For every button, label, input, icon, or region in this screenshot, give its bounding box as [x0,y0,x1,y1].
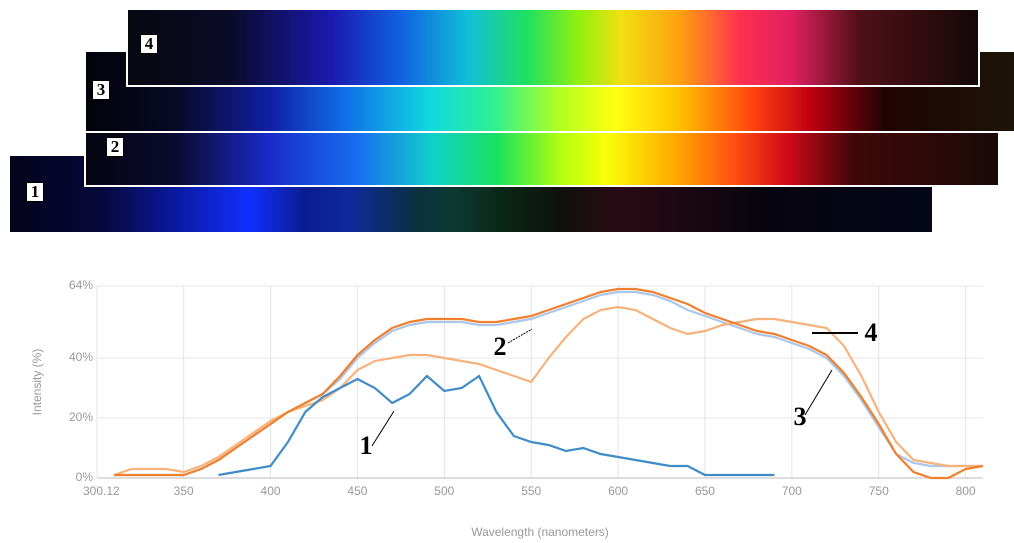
spectrum-strip: 4 [126,8,980,87]
x-tick-label: 400 [261,484,281,498]
strip-label: 4 [140,34,158,54]
spectrum-strip: 2 [84,131,1000,187]
leader-line [372,411,394,446]
chart: Intensity (%) Wavelength (nanometers) 0%… [0,243,1014,543]
leader-line [508,329,532,343]
x-tick-label: 550 [521,484,541,498]
y-tick-label: 20% [69,410,93,424]
x-tick-label: 350 [174,484,194,498]
annotation: 4 [865,318,878,347]
annotation: 3 [794,402,807,431]
data-line [114,289,983,478]
page: 1 2 3 4 Intensity (%) Wavelength (nanome… [0,0,1014,543]
annotation: 2 [494,332,507,361]
y-tick-label: 40% [69,350,93,364]
x-axis-title: Wavelength (nanometers) [471,525,609,539]
y-tick-label: 64% [69,278,93,292]
x-tick-label: 600 [608,484,628,498]
strip-label: 3 [92,80,110,100]
x-tick-label: 450 [347,484,367,498]
y-tick-label: 0% [76,470,94,484]
x-tick-label: 500 [434,484,454,498]
x-tick-label: 750 [869,484,889,498]
y-axis-title: Intensity (%) [30,349,44,416]
strip-label: 2 [106,137,124,157]
x-tick-label: 300.12 [83,484,120,498]
leader-line [805,370,832,415]
strip-label: 1 [26,182,44,202]
x-tick-label: 800 [956,484,976,498]
x-tick-label: 650 [695,484,715,498]
data-line [218,376,774,475]
annotation: 1 [360,431,373,460]
x-tick-label: 700 [782,484,802,498]
